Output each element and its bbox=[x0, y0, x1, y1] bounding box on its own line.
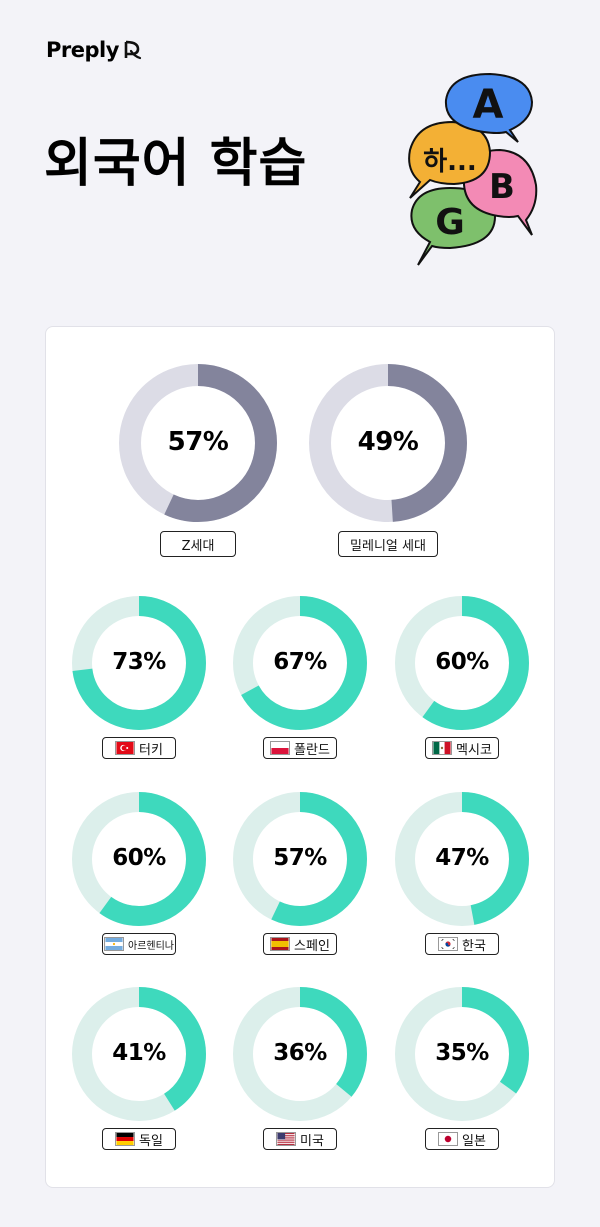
svg-text:B: B bbox=[489, 167, 515, 207]
country-9-label-text: 일본 bbox=[462, 1133, 486, 1149]
svg-text:하...: 하... bbox=[423, 147, 477, 177]
blue-speech-bubble-icon: A bbox=[444, 72, 534, 143]
country-4-value-arc bbox=[72, 792, 206, 926]
country-2-value-arc bbox=[233, 596, 367, 730]
turkey-flag-icon bbox=[115, 741, 136, 755]
country-9-label-tag: 일본 bbox=[425, 1128, 499, 1150]
page-title: 외국어 학습 bbox=[44, 134, 308, 194]
generation-1-percent-label: 57% bbox=[167, 426, 229, 457]
country-7-label-tag: 독일 bbox=[102, 1128, 176, 1150]
country-3-donut: 60% bbox=[395, 596, 529, 730]
generation-1-label-tag: Z세대 bbox=[160, 531, 236, 557]
preply-logo-icon bbox=[124, 40, 142, 60]
country-4-donut: 60% bbox=[72, 792, 206, 926]
country-8-label-tag: 미국 bbox=[263, 1128, 337, 1150]
country-6-donut: 47% bbox=[395, 792, 529, 926]
country-8-value-arc bbox=[233, 987, 367, 1121]
country-5-value-arc bbox=[233, 792, 367, 926]
poland-flag-icon bbox=[270, 741, 291, 755]
country-9-percent-label: 35% bbox=[435, 1039, 489, 1066]
country-6-label-tag: 한국 bbox=[425, 933, 499, 955]
generation-2-percent-label: 49% bbox=[357, 426, 419, 457]
country-1-value-arc bbox=[72, 596, 206, 730]
svg-text:G: G bbox=[435, 202, 465, 243]
generation-2-donut: 49% bbox=[309, 364, 467, 522]
country-7-label-text: 독일 bbox=[139, 1133, 163, 1149]
spain-flag-icon bbox=[270, 937, 291, 951]
country-2-label-tag: 폴란드 bbox=[263, 737, 337, 759]
country-3-value-arc bbox=[395, 596, 529, 730]
country-3-label-text: 멕시코 bbox=[456, 742, 492, 758]
country-6-label-text: 한국 bbox=[462, 938, 486, 954]
mexico-flag-icon bbox=[432, 741, 453, 755]
usa-flag-icon bbox=[276, 1132, 297, 1146]
country-4-percent-label: 60% bbox=[112, 844, 166, 871]
country-3-label-tag: 멕시코 bbox=[425, 737, 499, 759]
chart-card: 57% Z세대 49% 밀레니얼 세대 73% 터키 67% 폴란드 60% 멕시코 60% 아르헨… bbox=[45, 326, 555, 1188]
country-7-percent-label: 41% bbox=[112, 1039, 166, 1066]
country-8-percent-label: 36% bbox=[273, 1039, 327, 1066]
speech-bubbles-illustration: G B 하... A bbox=[408, 72, 538, 266]
country-9-value-arc bbox=[395, 987, 529, 1121]
country-4-label-text: 아르헨티나 bbox=[128, 940, 174, 952]
country-7-donut: 41% bbox=[72, 987, 206, 1121]
country-6-value-arc bbox=[395, 792, 529, 926]
country-4-label-tag: 아르헨티나 bbox=[102, 933, 176, 955]
country-9-donut: 35% bbox=[395, 987, 529, 1121]
generation-1-donut: 57% bbox=[119, 364, 277, 522]
country-7-value-arc bbox=[72, 987, 206, 1121]
country-2-percent-label: 67% bbox=[273, 648, 327, 675]
country-1-label-text: 터키 bbox=[139, 742, 163, 758]
country-5-percent-label: 57% bbox=[273, 844, 327, 871]
country-2-label-text: 폴란드 bbox=[294, 742, 330, 758]
argentina-flag-icon bbox=[104, 937, 124, 951]
country-1-percent-label: 73% bbox=[112, 648, 166, 675]
country-5-label-tag: 스페인 bbox=[263, 933, 337, 955]
generation-2-label-tag: 밀레니얼 세대 bbox=[338, 531, 438, 557]
country-8-donut: 36% bbox=[233, 987, 367, 1121]
country-1-donut: 73% bbox=[72, 596, 206, 730]
generation-1-label-text: Z세대 bbox=[181, 538, 215, 554]
country-5-donut: 57% bbox=[233, 792, 367, 926]
country-2-donut: 67% bbox=[233, 596, 367, 730]
country-5-label-text: 스페인 bbox=[294, 938, 330, 954]
preply-logo: Preply bbox=[46, 38, 143, 62]
generation-2-label-text: 밀레니얼 세대 bbox=[350, 538, 426, 554]
country-1-label-tag: 터키 bbox=[102, 737, 176, 759]
country-6-percent-label: 47% bbox=[435, 844, 489, 871]
korea-flag-icon bbox=[438, 937, 459, 951]
brand-name: Preply bbox=[46, 38, 119, 62]
generation-1-value-arc bbox=[119, 364, 277, 522]
generation-2-value-arc bbox=[309, 364, 467, 522]
japan-flag-icon bbox=[438, 1132, 459, 1146]
svg-text:A: A bbox=[473, 82, 504, 128]
country-8-label-text: 미국 bbox=[300, 1133, 324, 1149]
germany-flag-icon bbox=[115, 1132, 136, 1146]
country-3-percent-label: 60% bbox=[435, 648, 489, 675]
